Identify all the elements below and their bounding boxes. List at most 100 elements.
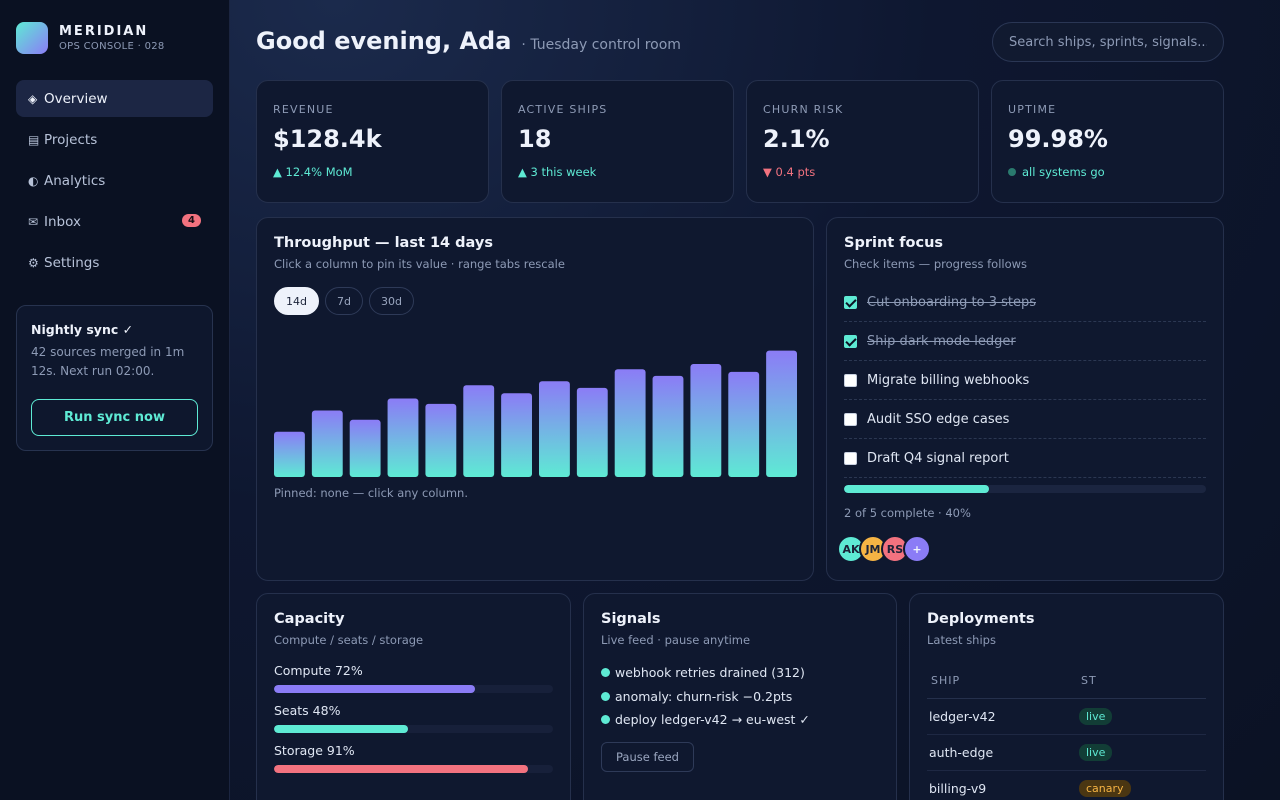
capacity-bar xyxy=(274,765,553,773)
task-item[interactable]: Ship dark-mode ledger xyxy=(844,322,1206,361)
kpi-card-active-ships: ACTIVE SHIPS 18 ▲ 3 this week xyxy=(501,80,734,203)
chart-bar[interactable] xyxy=(349,419,381,477)
nav-item-overview[interactable]: ◈ Overview xyxy=(16,80,213,117)
logo xyxy=(16,22,48,54)
checkbox-checked-icon[interactable] xyxy=(844,295,857,309)
capacity-bar xyxy=(274,725,553,733)
kpi-label: ACTIVE SHIPS xyxy=(518,103,608,116)
tab-30d[interactable]: 30d xyxy=(368,287,414,315)
kpi-delta: ▼ 0.4 pts xyxy=(763,165,816,179)
nav-label: Projects xyxy=(44,131,98,148)
kpi-delta: ▲ 12.4% MoM xyxy=(273,165,353,179)
kpi-card-revenue: REVENUE $128.4k ▲ 12.4% MoM xyxy=(256,80,489,203)
chart-bar[interactable] xyxy=(463,385,495,477)
table-header: SHIP ST xyxy=(927,663,1206,699)
kpi-card-uptime: UPTIME 99.98% all systems go xyxy=(991,80,1224,203)
nav-item-settings[interactable]: ⚙ Settings xyxy=(16,244,213,281)
chart-bar[interactable] xyxy=(690,363,722,477)
task-item[interactable]: Audit SSO edge cases xyxy=(844,400,1206,439)
main-content: Good evening, Ada · Tuesday control room… xyxy=(230,0,1280,800)
nav-item-analytics[interactable]: ◐ Analytics xyxy=(16,162,213,199)
chart-bar[interactable] xyxy=(576,387,608,477)
checkbox-icon[interactable] xyxy=(844,451,857,465)
range-tabs: 14d 7d 30d xyxy=(274,287,796,315)
capacity-bar xyxy=(274,685,553,693)
kpi-label: REVENUE xyxy=(273,103,334,116)
run-sync-button[interactable]: Run sync now xyxy=(31,399,198,436)
chart-bar[interactable] xyxy=(614,369,646,477)
live-dot-icon xyxy=(601,715,610,725)
nav-item-inbox[interactable]: ✉ Inbox 4 xyxy=(16,203,213,240)
kpi-value: 99.98% xyxy=(1008,125,1108,153)
table-row[interactable]: auth-edge live xyxy=(927,735,1206,771)
table-row[interactable]: ledger-v42 live xyxy=(927,699,1206,735)
status-badge: live xyxy=(1079,708,1113,725)
kpi-value: 2.1% xyxy=(763,125,830,153)
inbox-count-badge: 4 xyxy=(182,214,201,227)
chart-bar[interactable] xyxy=(425,403,457,477)
brand: MERIDIAN OPS CONSOLE · 028 xyxy=(16,22,213,54)
nav-item-projects[interactable]: ▤ Projects xyxy=(16,121,213,158)
card-title: Signals xyxy=(601,611,661,627)
pinned-value-text: Pinned: none — click any column. xyxy=(274,486,468,500)
kpi-label: CHURN RISK xyxy=(763,103,844,116)
capacity-label: Seats 48% xyxy=(274,703,341,718)
chart-bar[interactable] xyxy=(728,371,760,477)
nav-label: Analytics xyxy=(44,172,106,189)
tab-7d[interactable]: 7d xyxy=(324,287,363,315)
chart-bar[interactable] xyxy=(387,398,419,477)
pause-feed-button[interactable]: Pause feed xyxy=(601,741,694,772)
checkbox-checked-icon[interactable] xyxy=(844,334,857,348)
task-label: Draft Q4 signal report xyxy=(867,450,1009,466)
chart-bar[interactable] xyxy=(766,350,797,477)
ship-name: auth-edge xyxy=(929,745,994,760)
capacity-label: Compute 72% xyxy=(274,663,363,678)
task-item[interactable]: Migrate billing webhooks xyxy=(844,361,1206,400)
signal-item: anomaly: churn-risk −0.2pts xyxy=(601,685,879,709)
chart-bar[interactable] xyxy=(652,375,684,477)
signal-list: webhook retries drained (312) anomaly: c… xyxy=(601,661,879,732)
card-subtitle: Live feed · pause anytime xyxy=(601,633,751,647)
signal-text: anomaly: churn-risk −0.2pts xyxy=(615,688,793,704)
kpi-delta: ▲ 3 this week xyxy=(518,165,597,179)
sprint-focus-card: Sprint focus Check items — progress foll… xyxy=(826,217,1224,581)
task-item[interactable]: Cut onboarding to 3 steps xyxy=(844,283,1206,322)
brand-name: MERIDIAN xyxy=(59,24,149,39)
chart-bar[interactable] xyxy=(501,393,532,477)
kpi-card-churn-risk: CHURN RISK 2.1% ▼ 0.4 pts xyxy=(746,80,979,203)
signal-item: deploy ledger-v42 → eu-west ✓ xyxy=(601,708,879,732)
card-title: Capacity xyxy=(274,611,345,627)
signal-item: webhook retries drained (312) xyxy=(601,661,879,685)
kpi-value: $128.4k xyxy=(273,125,382,153)
task-label: Ship dark-mode ledger xyxy=(867,333,1016,349)
throughput-card: Throughput — last 14 days Click a column… xyxy=(256,217,814,581)
capacity-bar-fill xyxy=(274,685,475,693)
diamond-icon: ◈ xyxy=(28,91,38,106)
nightly-sync-card: Nightly sync ✓ 42 sources merged in 1m 1… xyxy=(16,305,213,451)
card-subtitle: Click a column to pin its value · range … xyxy=(274,257,565,271)
chart-bar[interactable] xyxy=(311,410,343,478)
kpi-delta: all systems go xyxy=(1022,165,1105,179)
ship-name: ledger-v42 xyxy=(929,709,996,724)
task-item[interactable]: Draft Q4 signal report xyxy=(844,439,1206,478)
column-header-status: ST xyxy=(1081,674,1097,687)
live-dot-icon xyxy=(601,691,610,701)
sprint-progress-bar xyxy=(844,485,1206,493)
sync-description: 42 sources merged in 1m 12s. Next run 02… xyxy=(31,345,185,378)
chart-bar[interactable] xyxy=(539,381,570,477)
chart-bar[interactable] xyxy=(274,431,305,477)
checkbox-icon[interactable] xyxy=(844,373,857,387)
avatar[interactable]: RS xyxy=(881,535,909,563)
add-member-button[interactable]: + xyxy=(903,535,931,563)
search-input[interactable] xyxy=(992,22,1224,62)
nav-label: Inbox xyxy=(44,213,81,230)
tab-14d[interactable]: 14d xyxy=(274,287,319,315)
page-title: Good evening, Ada xyxy=(256,27,512,55)
task-label: Cut onboarding to 3 steps xyxy=(867,294,1036,310)
brand-subtitle: OPS CONSOLE · 028 xyxy=(59,41,165,52)
checkbox-icon[interactable] xyxy=(844,412,857,426)
capacity-bar-fill xyxy=(274,765,528,773)
status-badge: live xyxy=(1079,744,1113,761)
status-badge: canary xyxy=(1079,780,1131,797)
table-row[interactable]: billing-v9 canary xyxy=(927,771,1206,800)
